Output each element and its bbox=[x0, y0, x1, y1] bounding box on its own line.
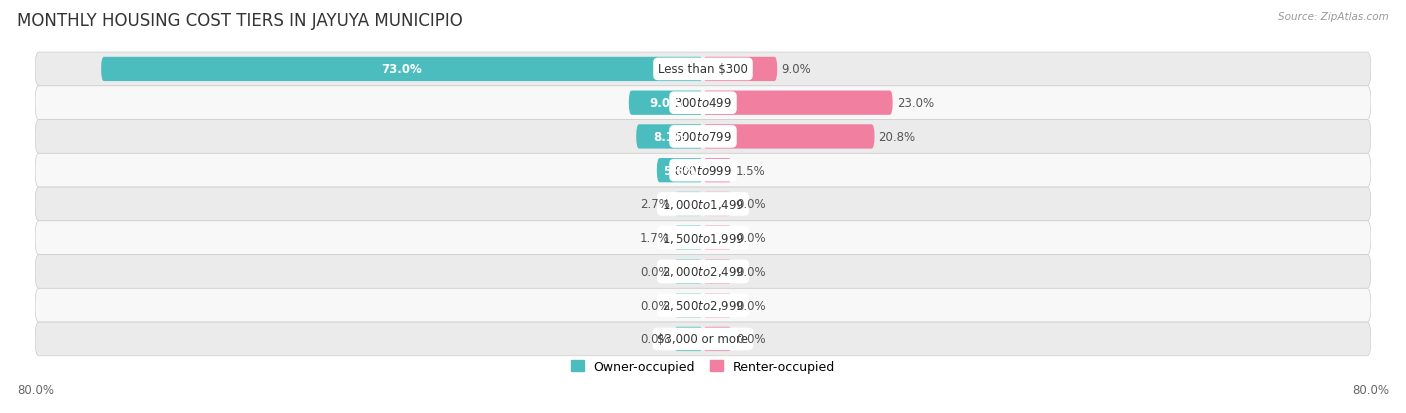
Text: $1,000 to $1,499: $1,000 to $1,499 bbox=[662, 197, 744, 211]
Text: 0.0%: 0.0% bbox=[735, 198, 766, 211]
Text: 1.5%: 1.5% bbox=[735, 164, 766, 177]
Text: 0.0%: 0.0% bbox=[735, 232, 766, 244]
FancyBboxPatch shape bbox=[35, 87, 1371, 120]
FancyBboxPatch shape bbox=[35, 289, 1371, 322]
Text: 5.6%: 5.6% bbox=[664, 164, 696, 177]
FancyBboxPatch shape bbox=[703, 192, 733, 216]
Text: 0.0%: 0.0% bbox=[735, 299, 766, 312]
FancyBboxPatch shape bbox=[657, 159, 703, 183]
Legend: Owner-occupied, Renter-occupied: Owner-occupied, Renter-occupied bbox=[567, 355, 839, 378]
FancyBboxPatch shape bbox=[35, 154, 1371, 188]
Text: 0.0%: 0.0% bbox=[640, 265, 671, 278]
Text: 9.0%: 9.0% bbox=[782, 63, 811, 76]
FancyBboxPatch shape bbox=[703, 91, 893, 116]
Text: $2,500 to $2,999: $2,500 to $2,999 bbox=[662, 299, 744, 312]
Text: Source: ZipAtlas.com: Source: ZipAtlas.com bbox=[1278, 12, 1389, 22]
FancyBboxPatch shape bbox=[35, 221, 1371, 255]
Text: 73.0%: 73.0% bbox=[381, 63, 422, 76]
FancyBboxPatch shape bbox=[673, 293, 703, 318]
FancyBboxPatch shape bbox=[673, 327, 703, 351]
FancyBboxPatch shape bbox=[703, 58, 778, 82]
Text: 80.0%: 80.0% bbox=[17, 384, 53, 396]
FancyBboxPatch shape bbox=[673, 192, 703, 216]
Text: MONTHLY HOUSING COST TIERS IN JAYUYA MUNICIPIO: MONTHLY HOUSING COST TIERS IN JAYUYA MUN… bbox=[17, 12, 463, 30]
FancyBboxPatch shape bbox=[101, 58, 703, 82]
Text: 2.7%: 2.7% bbox=[640, 198, 671, 211]
Text: 0.0%: 0.0% bbox=[640, 332, 671, 346]
FancyBboxPatch shape bbox=[703, 327, 733, 351]
Text: 0.0%: 0.0% bbox=[735, 265, 766, 278]
Text: 9.0%: 9.0% bbox=[650, 97, 682, 110]
Text: 1.7%: 1.7% bbox=[640, 232, 671, 244]
Text: $800 to $999: $800 to $999 bbox=[673, 164, 733, 177]
FancyBboxPatch shape bbox=[35, 120, 1371, 154]
FancyBboxPatch shape bbox=[673, 260, 703, 284]
FancyBboxPatch shape bbox=[703, 125, 875, 149]
FancyBboxPatch shape bbox=[628, 91, 703, 116]
FancyBboxPatch shape bbox=[35, 255, 1371, 289]
Text: $300 to $499: $300 to $499 bbox=[673, 97, 733, 110]
FancyBboxPatch shape bbox=[35, 53, 1371, 87]
FancyBboxPatch shape bbox=[703, 293, 733, 318]
Text: 23.0%: 23.0% bbox=[897, 97, 934, 110]
Text: $2,000 to $2,499: $2,000 to $2,499 bbox=[662, 265, 744, 279]
FancyBboxPatch shape bbox=[703, 226, 733, 250]
Text: $500 to $799: $500 to $799 bbox=[673, 131, 733, 144]
Text: 0.0%: 0.0% bbox=[640, 299, 671, 312]
Text: $1,500 to $1,999: $1,500 to $1,999 bbox=[662, 231, 744, 245]
FancyBboxPatch shape bbox=[703, 159, 733, 183]
Text: 80.0%: 80.0% bbox=[1353, 384, 1389, 396]
Text: 20.8%: 20.8% bbox=[879, 131, 915, 144]
Text: Less than $300: Less than $300 bbox=[658, 63, 748, 76]
Text: 8.1%: 8.1% bbox=[654, 131, 686, 144]
FancyBboxPatch shape bbox=[35, 188, 1371, 221]
FancyBboxPatch shape bbox=[35, 322, 1371, 356]
Text: $3,000 or more: $3,000 or more bbox=[658, 332, 748, 346]
FancyBboxPatch shape bbox=[636, 125, 703, 149]
FancyBboxPatch shape bbox=[703, 260, 733, 284]
FancyBboxPatch shape bbox=[673, 226, 703, 250]
Text: 0.0%: 0.0% bbox=[735, 332, 766, 346]
